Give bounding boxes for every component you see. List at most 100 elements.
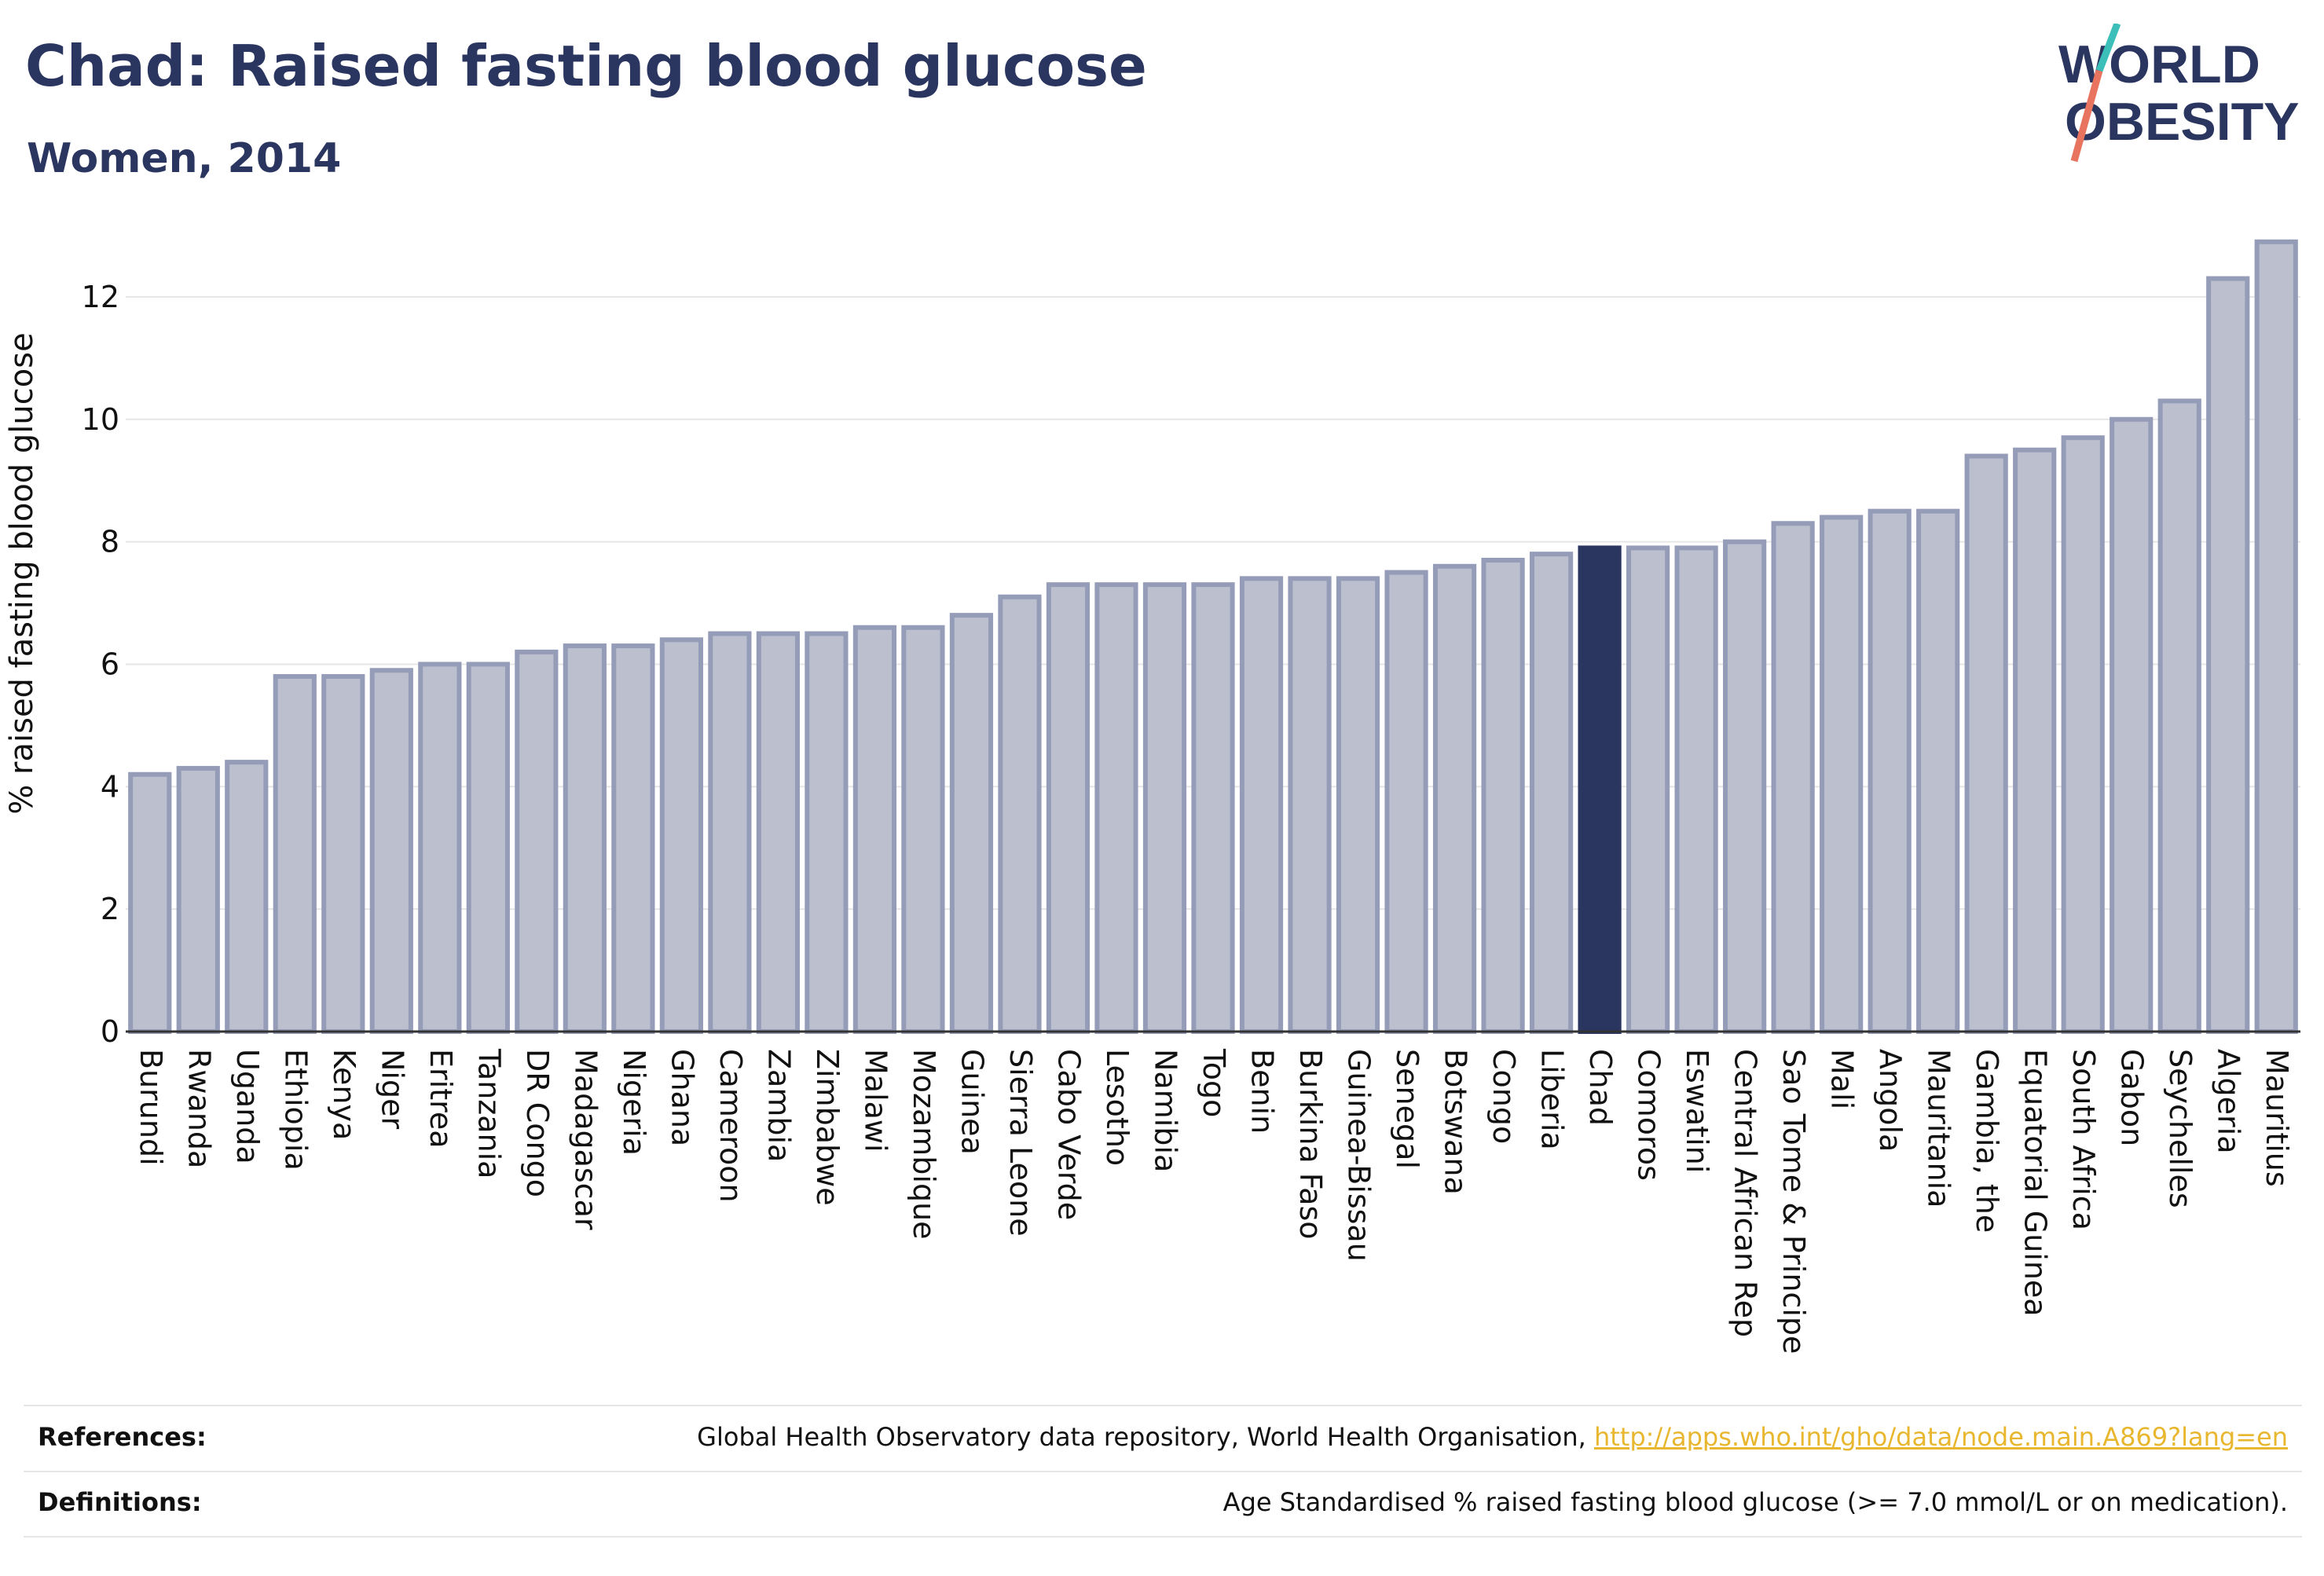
x-tick-label: Botswana [1439, 1049, 1473, 1195]
x-tick-label: Niger [375, 1049, 409, 1129]
bar [466, 662, 510, 1034]
x-tick-label: Eswatini [1680, 1049, 1714, 1173]
bar [1094, 582, 1138, 1034]
bar [1578, 545, 1622, 1034]
bar [515, 649, 559, 1035]
x-tick-label: Sierra Leone [1003, 1049, 1038, 1237]
bar [805, 631, 849, 1034]
bar [2110, 416, 2154, 1034]
y-tick-label: 2 [101, 892, 119, 926]
x-tick-label: South Africa [2066, 1049, 2101, 1230]
y-tick-label: 4 [101, 769, 119, 804]
bar [611, 643, 655, 1034]
bar [1916, 508, 1960, 1034]
x-tick-label: Rwanda [181, 1049, 216, 1168]
bar [321, 674, 365, 1034]
x-tick-label: Mozambique [907, 1049, 941, 1240]
x-tick-label: Mauritius [2260, 1049, 2294, 1187]
x-tick-label: Mauritania [1922, 1049, 1956, 1208]
bar [1674, 545, 1718, 1034]
x-tick-label: Sao Tome & Principe [1776, 1049, 1811, 1354]
bar [1046, 582, 1091, 1034]
bar [2157, 398, 2201, 1034]
bar [418, 662, 462, 1034]
bar [756, 631, 801, 1034]
x-tick-label: Burkina Faso [1293, 1049, 1328, 1240]
x-tick-label: Chad [1583, 1049, 1618, 1126]
bar [901, 625, 945, 1034]
x-tick-label: Burundi [134, 1049, 168, 1166]
y-tick-label: 8 [101, 525, 119, 559]
bar [1288, 576, 1332, 1034]
page-title: Chad: Raised fasting blood glucose [25, 33, 1147, 99]
logo-coral-stroke [2070, 69, 2103, 163]
x-tick-label: Comoros [1632, 1049, 1666, 1181]
x-tick-label: Lesotho [1100, 1049, 1135, 1166]
bar [1432, 563, 1477, 1034]
references-row: References: Global Health Observatory da… [24, 1422, 2302, 1469]
logo-line2: OBESITY [2065, 92, 2300, 152]
x-tick-label: Zambia [761, 1049, 796, 1162]
y-tick-label: 0 [101, 1014, 119, 1049]
references-link[interactable]: http://apps.who.int/gho/data/node.main.A… [1593, 1422, 2288, 1452]
x-tick-label: Equatorial Guinea [2018, 1049, 2053, 1317]
x-tick-label: Eritrea [423, 1049, 458, 1149]
x-tick-label: Kenya [327, 1049, 361, 1140]
bar [2061, 435, 2105, 1034]
bar [852, 625, 897, 1034]
x-tick-label: Guinea-Bissau [1342, 1049, 1376, 1262]
bar [1239, 576, 1284, 1034]
definitions-row: Definitions: Age Standardised % raised f… [24, 1487, 2302, 1534]
x-tick-label: Madagascar [568, 1049, 603, 1230]
definitions-label: Definitions: [38, 1487, 202, 1517]
footer-divider-middle [24, 1471, 2302, 1472]
bar [2254, 239, 2298, 1034]
x-tick-label: Cameroon [713, 1049, 748, 1203]
footer-divider-bottom [24, 1536, 2302, 1538]
bar [1481, 557, 1525, 1034]
bar [1723, 539, 1767, 1034]
references-text: Global Health Observatory data repositor… [697, 1422, 1594, 1452]
x-tick-label: Uganda [230, 1049, 265, 1164]
world-obesity-logo: WORLD OBESITY [2058, 24, 2300, 163]
bar [1964, 453, 2008, 1034]
bar [1529, 552, 1574, 1034]
x-tick-label: Ethiopia [278, 1049, 313, 1171]
x-tick-label: Cabo Verde [1051, 1049, 1086, 1220]
page-subtitle: Women, 2014 [27, 135, 342, 182]
x-tick-label: Liberia [1535, 1049, 1570, 1150]
bar [1771, 521, 1815, 1034]
x-tick-label: Congo [1486, 1049, 1521, 1144]
bar [1820, 515, 1864, 1034]
x-tick-label: Zimbabwe [810, 1049, 845, 1206]
bar [1336, 576, 1380, 1034]
bar-chart: 0 2 4 6 8 10 12 Burundi Rwanda Uganda Ethiopia Keny… [82, 239, 2300, 1354]
bar [1142, 582, 1187, 1034]
references-label: References: [38, 1422, 207, 1452]
y-tick-label: 12 [82, 280, 119, 314]
x-tick-label: Nigeria [617, 1049, 651, 1156]
bar [708, 631, 752, 1034]
bar [949, 613, 994, 1034]
bar [1868, 508, 1912, 1034]
bar [2206, 276, 2250, 1034]
x-tick-label: Benin [1245, 1049, 1280, 1134]
x-tick-label: Central African Rep [1728, 1049, 1763, 1337]
definitions-text: Age Standardised % raised fasting blood … [1222, 1487, 2288, 1517]
x-tick-label: Namibia [1148, 1049, 1182, 1172]
y-tick-label: 10 [82, 402, 119, 437]
x-tick-label: Gabon [2115, 1049, 2150, 1146]
bar [998, 594, 1042, 1034]
x-tick-label: Tanzania [471, 1048, 506, 1178]
bar [563, 643, 607, 1034]
bar [225, 760, 269, 1035]
x-tick-label: Ghana [665, 1049, 699, 1146]
references-value: Global Health Observatory data repositor… [697, 1422, 2288, 1452]
x-tick-label: Mali [1825, 1049, 1860, 1109]
logo-teal-stroke [2095, 24, 2121, 72]
bar [1191, 582, 1235, 1034]
x-tick-label: Gambia, the [1970, 1049, 2004, 1233]
x-tick-label: Angola [1873, 1049, 1908, 1152]
bar [176, 765, 220, 1035]
x-tick-label: Malawi [858, 1049, 893, 1153]
